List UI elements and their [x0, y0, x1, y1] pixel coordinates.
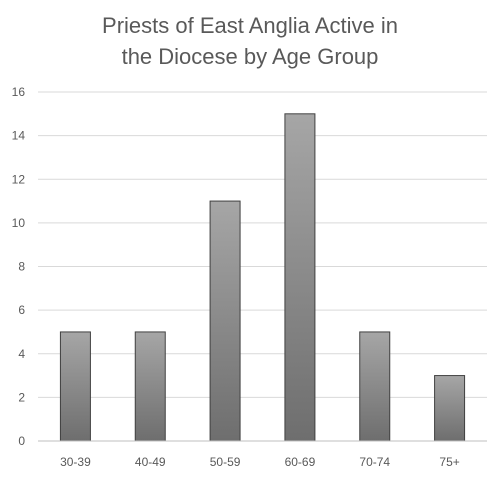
x-tick-label: 70-74 [359, 455, 390, 469]
x-tick-label: 30-39 [60, 455, 91, 469]
bar-75+ [434, 375, 466, 442]
bar-50-59 [209, 200, 241, 442]
chart-title-line-1: Priests of East Anglia Active in [102, 13, 398, 38]
x-tick-label: 40-49 [135, 455, 166, 469]
x-axis-ticks: 30-39 40-49 50-59 60-69 70-74 75+ [60, 455, 460, 469]
gridlines [38, 91, 487, 398]
x-tick-label: 60-69 [285, 455, 316, 469]
bar-30-39 [59, 331, 91, 442]
x-tick-label: 75+ [439, 455, 459, 469]
y-axis-ticks: 0 2 4 6 8 10 12 14 16 [12, 85, 26, 448]
y-tick-label: 14 [12, 129, 26, 143]
chart-title-line-2: the Diocese by Age Group [122, 44, 379, 69]
y-tick-label: 12 [12, 172, 26, 186]
y-tick-label: 8 [18, 260, 25, 274]
y-tick-label: 0 [18, 434, 25, 448]
bar-40-49 [134, 331, 166, 442]
bars [59, 113, 466, 442]
y-tick-label: 10 [12, 216, 26, 230]
y-tick-label: 6 [18, 303, 25, 317]
y-tick-label: 16 [12, 85, 26, 99]
y-tick-label: 2 [18, 390, 25, 404]
x-tick-label: 50-59 [210, 455, 241, 469]
bar-70-74 [359, 331, 391, 442]
y-tick-label: 4 [18, 347, 25, 361]
bar-60-69 [284, 113, 316, 442]
